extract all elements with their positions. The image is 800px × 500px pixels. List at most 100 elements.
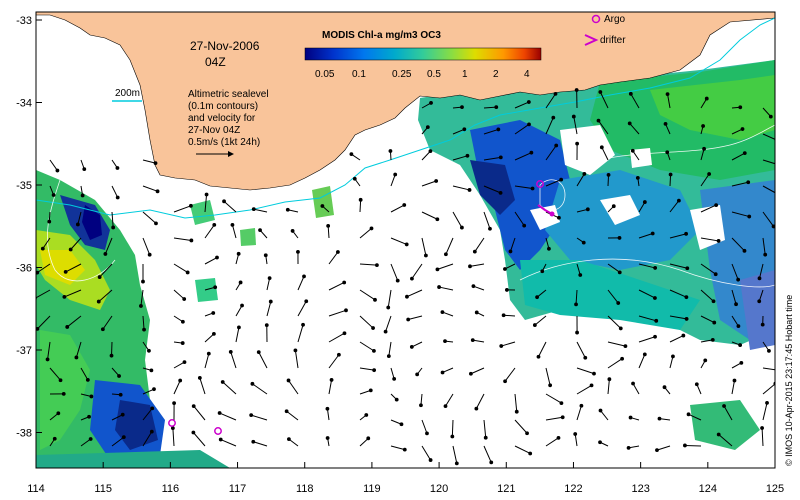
velocity-arrow: [406, 289, 423, 298]
velocity-arrow-head: [617, 270, 622, 275]
velocity-arrow: [669, 263, 688, 269]
argo-float-marker: [536, 180, 544, 188]
velocity-arrow-head: [149, 368, 154, 373]
velocity-arrow-head: [686, 412, 691, 417]
velocity-arrow-head: [582, 172, 587, 176]
velocity-arrow: [36, 263, 51, 274]
velocity-arrow: [575, 289, 578, 305]
velocity-arrow-head: [596, 118, 601, 123]
velocity-arrow: [669, 200, 680, 213]
velocity-arrow-head: [304, 299, 309, 304]
velocity-arrow-head: [732, 378, 737, 383]
velocity-arrow-head: [598, 408, 603, 413]
velocity-arrow: [573, 116, 578, 135]
velocity-arrow: [253, 208, 268, 213]
x-tick-label: 114: [27, 483, 45, 495]
velocity-arrow-head: [189, 238, 194, 243]
velocity-arrow: [669, 335, 684, 343]
velocity-arrow-head: [611, 204, 616, 209]
velocity-arrow-head: [504, 288, 509, 292]
velocity-arrow-head: [117, 374, 121, 378]
velocity-arrow: [445, 237, 454, 255]
velocity-arrow: [762, 367, 775, 371]
velocity-arrow-head: [535, 295, 539, 300]
colorbar-ticks: 0.05 0.1 0.25 0.5 1 2 4: [315, 69, 530, 80]
isobath-line: [36, 17, 775, 219]
map-area: [36, 12, 775, 468]
velocity-arrow: [220, 439, 237, 447]
velocity-arrow: [421, 419, 428, 434]
velocity-arrow: [598, 120, 609, 135]
velocity-arrow: [42, 237, 51, 249]
velocity-arrow: [411, 263, 423, 279]
scale-arrow: [196, 151, 234, 157]
velocity-arrow-head: [556, 435, 561, 440]
velocity-arrow: [545, 367, 551, 386]
velocity-arrow: [501, 341, 516, 347]
velocity-arrow-head: [617, 236, 622, 240]
velocity-arrow-head: [240, 303, 244, 308]
velocity-arrow-head: [213, 285, 218, 290]
velocity-arrow-head: [325, 406, 330, 411]
velocity-arrow-head: [364, 413, 369, 417]
velocity-arrow: [37, 315, 51, 330]
velocity-arrow: [421, 445, 432, 461]
velocity-arrow: [204, 194, 208, 213]
velocity-arrow: [576, 173, 585, 187]
velocity-arrow: [77, 211, 82, 225]
velocity-arrow: [99, 263, 113, 278]
velocity-arrow: [142, 237, 151, 255]
velocity-arrow-head: [89, 394, 94, 399]
x-axis: 114 115 116 117 118 119 120 121 122 123 124 125: [27, 462, 784, 495]
velocity-arrow-head: [559, 177, 564, 182]
velocity-arrow: [288, 438, 299, 447]
velocity-arrow: [230, 351, 237, 369]
velocity-arrow-head: [474, 406, 479, 411]
velocity-arrow: [193, 405, 206, 421]
velocity-arrow: [607, 263, 621, 273]
velocity-arrow: [390, 237, 407, 245]
velocity-arrow-head: [702, 146, 706, 151]
velocity-arrow-head: [571, 114, 576, 119]
velocity-arrow-head: [574, 88, 579, 92]
velocity-arrow: [574, 433, 578, 447]
velocity-arrow-head: [440, 310, 445, 314]
velocity-arrow-head: [703, 358, 708, 363]
velocity-arrow: [390, 174, 396, 187]
velocity-arrow-head: [620, 356, 625, 361]
velocity-arrow-head: [440, 370, 445, 375]
velocity-arrow-head: [180, 319, 185, 324]
velocity-arrow: [607, 358, 623, 369]
velocity-arrow-head: [147, 252, 152, 257]
velocity-arrow-head: [560, 415, 565, 420]
velocity-arrow: [536, 289, 547, 298]
velocity-arrow: [483, 211, 491, 229]
velocity-arrow-head: [684, 317, 689, 321]
velocity-arrow: [222, 381, 237, 395]
y-axis: -33 -34 -35 -36 -37 -38: [16, 15, 42, 440]
velocity-arrow-head: [326, 223, 331, 228]
velocity-arrow-head: [589, 383, 594, 388]
velocity-arrow: [700, 173, 710, 187]
velocity-arrow: [438, 286, 454, 291]
velocity-arrow: [66, 315, 82, 328]
velocity-arrow: [601, 147, 609, 161]
velocity-arrow: [253, 441, 268, 447]
velocity-arrow-head: [598, 90, 603, 94]
velocity-arrow-head: [742, 248, 747, 253]
velocity-arrow-head: [220, 380, 225, 384]
velocity-arrow-head: [392, 376, 397, 381]
colorbar-tick: 0.05: [315, 69, 335, 80]
velocity-arrow-head: [532, 323, 537, 327]
sealevel-contours: [47, 124, 775, 288]
velocity-arrow: [286, 410, 299, 421]
velocity-arrow-head: [402, 203, 407, 207]
velocity-arrow-head: [470, 338, 475, 343]
velocity-arrow: [669, 289, 687, 298]
velocity-arrow-head: [372, 368, 377, 373]
velocity-arrow-head: [501, 313, 506, 318]
velocity-arrow: [204, 353, 210, 369]
velocity-arrow-head: [434, 179, 439, 183]
velocity-arrow: [251, 414, 268, 421]
x-tick-label: 121: [497, 483, 515, 495]
